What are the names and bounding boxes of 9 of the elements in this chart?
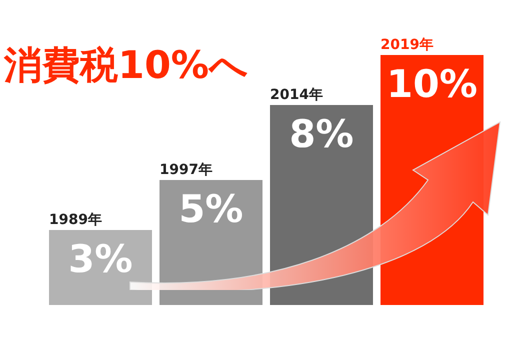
- data-label: 10%: [386, 62, 478, 106]
- x-tick-label: 1997年: [160, 162, 212, 178]
- data-label: 3%: [68, 237, 133, 281]
- x-tick-label: 2014年: [270, 87, 323, 103]
- data-label: 8%: [289, 112, 354, 156]
- data-label: 5%: [178, 187, 244, 231]
- x-tick-label: 1989年: [49, 212, 102, 228]
- x-tick-label: 2019年: [380, 37, 434, 53]
- chart-title: 消費税10%へ: [4, 42, 248, 89]
